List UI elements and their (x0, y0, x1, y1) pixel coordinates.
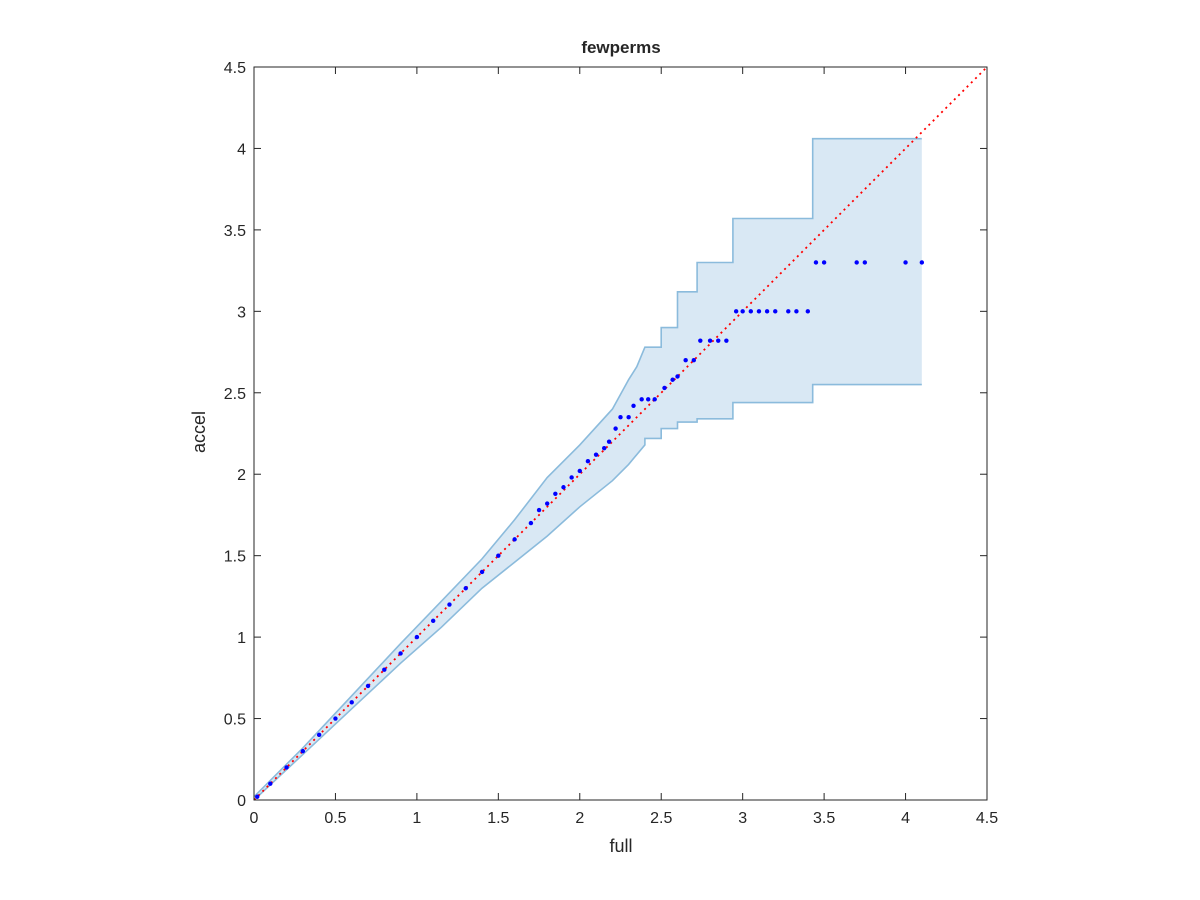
data-point (365, 683, 371, 689)
data-point (675, 374, 680, 379)
data-point (536, 507, 542, 513)
x-tick-label: 0.5 (324, 810, 346, 827)
data-point (349, 700, 354, 705)
data-point (496, 553, 501, 558)
data-point (903, 260, 908, 265)
x-tick-label: 1.5 (487, 810, 509, 827)
y-axis-label: accel (189, 411, 209, 453)
data-point (284, 765, 289, 770)
data-point (813, 260, 819, 265)
data-point (773, 309, 778, 314)
y-tick-label: 1 (237, 630, 246, 647)
x-axis-label: full (609, 836, 632, 856)
data-point (764, 309, 770, 314)
data-point (569, 475, 574, 480)
confidence-band-lower-edge (253, 383, 922, 801)
data-point (430, 618, 436, 624)
data-point (786, 309, 791, 314)
data-point (602, 445, 607, 451)
data-point (414, 634, 420, 640)
data-point (724, 338, 729, 343)
data-point (316, 732, 322, 738)
y-tick-label: 2 (237, 467, 246, 484)
x-tick-label: 4 (901, 810, 910, 827)
data-points (255, 260, 925, 799)
plot-area (253, 66, 988, 801)
data-point (606, 439, 612, 444)
data-point (805, 309, 811, 314)
x-tick-label: 2 (575, 810, 584, 827)
data-point (618, 415, 623, 420)
data-point (382, 667, 387, 672)
confidence-band-fill (254, 138, 922, 800)
x-axis-ticks: 0 0.5 1 1.5 2 2.5 3 3.5 4 4.5 (250, 67, 998, 827)
data-point (255, 794, 260, 799)
data-point (613, 426, 618, 431)
data-point (479, 569, 485, 575)
data-point (300, 748, 306, 754)
data-point (447, 602, 452, 607)
data-point (716, 338, 721, 343)
data-point (545, 501, 550, 506)
data-point (645, 397, 651, 402)
x-tick-label: 1 (412, 810, 421, 827)
data-point (854, 260, 859, 265)
data-point (512, 537, 517, 542)
data-point (398, 651, 403, 656)
data-point (821, 260, 827, 265)
data-point (528, 520, 534, 526)
y-tick-label: 0 (237, 793, 246, 810)
data-point (463, 586, 468, 591)
data-point (733, 309, 739, 314)
x-tick-label: 0 (250, 810, 259, 827)
data-point (740, 309, 745, 314)
y-tick-label: 4 (237, 141, 246, 158)
y-tick-label: 3.5 (224, 223, 246, 240)
y-axis-ticks: 0 0.5 1 1.5 2 2.5 3 3.5 4 4.5 (224, 60, 987, 810)
data-point (691, 358, 696, 363)
data-point (626, 415, 631, 420)
data-point (748, 309, 754, 314)
data-point (593, 452, 599, 457)
data-point (670, 377, 675, 382)
data-point (639, 397, 644, 402)
data-point (561, 485, 566, 490)
data-point (707, 338, 713, 343)
x-tick-label: 2.5 (650, 810, 672, 827)
x-tick-label: 4.5 (976, 810, 998, 827)
data-point (919, 260, 925, 265)
y-tick-label: 3 (237, 304, 246, 321)
data-point (698, 338, 703, 343)
data-point (268, 781, 273, 786)
data-point (662, 385, 667, 391)
x-tick-label: 3 (738, 810, 747, 827)
y-tick-label: 0.5 (224, 712, 246, 729)
data-point (652, 397, 657, 402)
data-point (756, 309, 762, 314)
axes-box (253, 66, 988, 801)
chart-title: fewperms (581, 38, 660, 57)
x-tick-label: 3.5 (813, 810, 835, 827)
data-point (683, 358, 688, 363)
data-point (577, 468, 582, 474)
data-point (585, 458, 591, 464)
confidence-band-upper-edge (253, 137, 922, 798)
data-point (794, 309, 799, 314)
data-point (862, 260, 868, 265)
y-tick-label: 4.5 (224, 60, 246, 77)
data-point (631, 403, 636, 409)
y-tick-label: 1.5 (224, 549, 246, 566)
y-tick-label: 2.5 (224, 386, 246, 403)
data-point (333, 716, 338, 721)
data-point (553, 491, 558, 496)
